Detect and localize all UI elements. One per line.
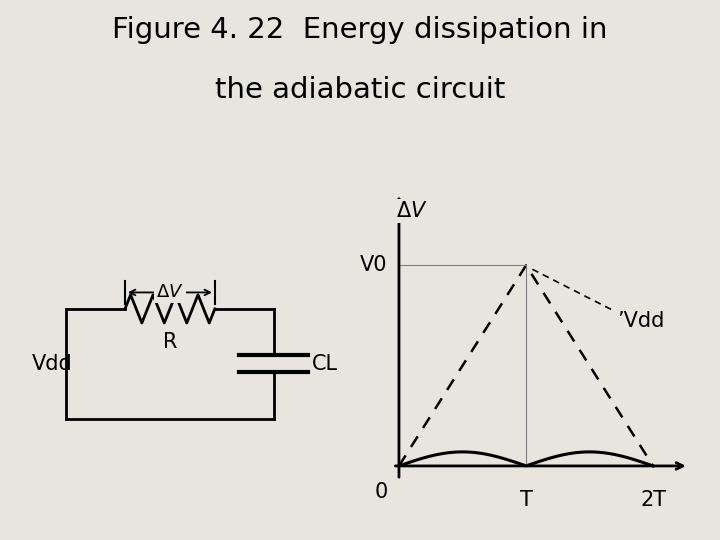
Text: CL: CL — [312, 354, 338, 374]
Text: T: T — [520, 490, 533, 510]
Text: Vdd: Vdd — [32, 354, 73, 374]
Text: R: R — [163, 332, 177, 353]
Text: ’Vdd: ’Vdd — [618, 312, 665, 332]
Text: the adiabatic circuit: the adiabatic circuit — [215, 76, 505, 104]
Text: V0: V0 — [360, 255, 387, 275]
Text: 2T: 2T — [640, 490, 666, 510]
Text: 0: 0 — [374, 482, 387, 502]
Text: Figure 4. 22  Energy dissipation in: Figure 4. 22 Energy dissipation in — [112, 16, 608, 44]
Text: $\Delta V$: $\Delta V$ — [156, 284, 184, 301]
Text: $\Delta V$: $\Delta V$ — [397, 201, 428, 221]
